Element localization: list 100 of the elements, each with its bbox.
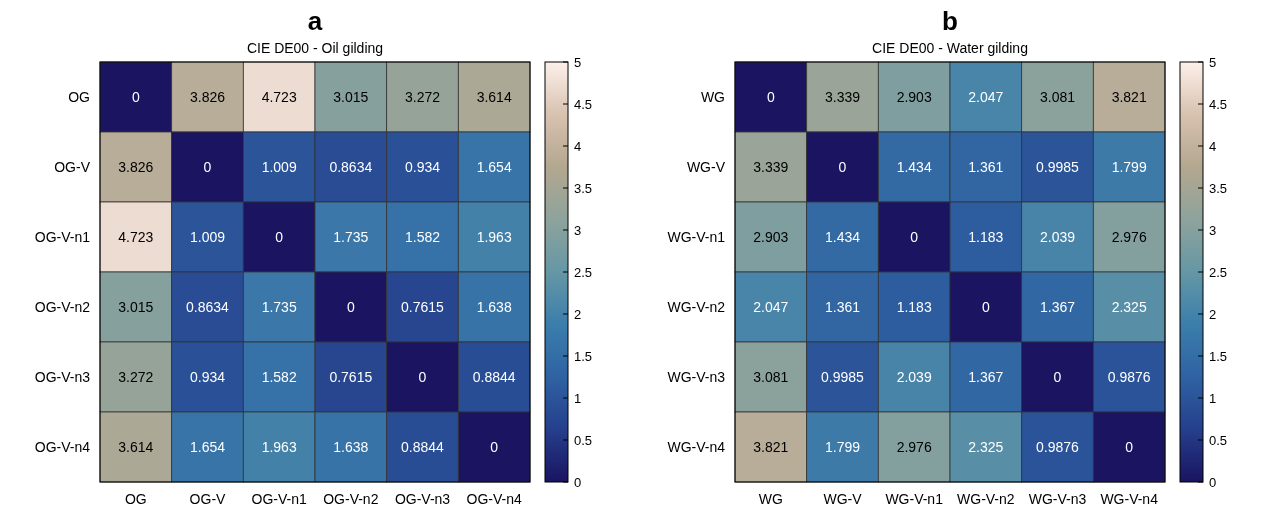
data-label: 0 [203,158,212,175]
data-label: 2.047 [753,298,789,315]
color-bar-label: 1 [1209,390,1217,406]
data-label: 0.8634 [329,158,373,175]
chart-title: b [942,6,958,36]
y-tick-label: WG-V [686,158,726,175]
data-label: 0.934 [404,158,441,175]
data-label: 0.8844 [472,368,516,385]
data-label: 1.367 [968,368,1004,385]
data-label: 1.582 [404,228,441,245]
x-tick-label: OG-V [189,491,227,507]
x-tick-label: OG-V-n1 [251,491,307,507]
x-tick-label: OG-V-n3 [394,491,451,507]
data-label: 0 [1125,438,1134,455]
color-bar-label: 4.5 [574,96,593,112]
data-label: 1.434 [896,158,932,175]
data-label: 2.039 [896,368,932,385]
data-label: 3.081 [753,368,789,385]
data-label: 1.434 [824,228,861,245]
data-label: 1.963 [261,438,297,455]
color-bar-label: 2 [1209,306,1217,322]
data-label: 0.934 [189,368,226,385]
data-label: 0 [838,158,847,175]
y-tick-label: OG-V-n4 [34,438,91,455]
color-bar-label: 0.5 [1209,432,1228,448]
data-label: 1.799 [824,438,861,455]
data-label: 1.009 [261,158,297,175]
color-bar-label: 2.5 [574,264,593,280]
y-tick-label: WG [700,88,725,105]
data-label: 0 [275,228,284,245]
data-label: 1.654 [189,438,226,455]
data-label: 2.976 [896,438,932,455]
color-bar-label: 3.5 [1209,180,1228,196]
data-label: 0.9985 [1036,158,1080,175]
data-label: 0 [418,368,427,385]
data-label: 2.325 [968,438,1004,455]
color-bar-label: 3 [1209,222,1217,238]
data-label: 3.821 [753,438,789,455]
color-bar-label: 1.5 [574,348,593,364]
data-label: 4.723 [118,228,154,245]
data-label: 0.9985 [821,368,865,385]
color-bar-label: 3.5 [574,180,593,196]
data-label: 1.799 [1111,158,1147,175]
data-label: 0.9876 [1036,438,1080,455]
x-tick-label: WG-V-n2 [957,491,1015,507]
y-tick-label: WG-V-n1 [667,228,726,245]
data-label: 0.9876 [1107,368,1151,385]
y-tick-label: OG-V-n2 [34,298,91,315]
data-label: 2.903 [896,88,932,105]
color-bar-label: 5 [1209,54,1217,70]
data-label: 0 [766,88,775,105]
y-tick-label: OG-V [54,158,91,175]
data-label: 3.081 [1039,88,1076,105]
data-label: 0 [346,298,355,315]
data-label: 1.963 [476,228,512,245]
data-label: 3.826 [189,88,226,105]
x-tick-label: OG [124,491,147,507]
data-label: 4.723 [261,88,297,105]
data-label: 3.339 [824,88,861,105]
data-label: 2.039 [1039,228,1076,245]
data-label: 0.8844 [401,438,445,455]
data-label: 1.638 [476,298,512,315]
data-label: 1.009 [189,228,226,245]
data-label: 2.325 [1111,298,1147,315]
data-label: 3.272 [118,368,154,385]
chart-subtitle: CIE DE00 - Water gilding [872,40,1028,56]
color-bar-label: 2.5 [1209,264,1228,280]
data-label: 1.361 [968,158,1004,175]
data-label: 3.339 [753,158,789,175]
color-bar-label: 0 [1209,474,1217,490]
data-label: 2.047 [968,88,1004,105]
data-label: 0 [490,438,499,455]
y-tick-label: WG-V-n4 [667,438,726,455]
x-tick-label: WG-V [823,491,863,507]
color-bar-label: 1.5 [1209,348,1228,364]
x-tick-label: WG [758,491,783,507]
color-bar-label: 3 [574,222,582,238]
data-label: 0 [1053,368,1062,385]
data-label: 0 [131,88,140,105]
data-label: 1.361 [824,298,861,315]
data-label: 1.654 [476,158,512,175]
color-bar-label: 4 [1209,138,1217,154]
data-label: 1.638 [333,438,369,455]
data-label: 0 [910,228,919,245]
data-label: 1.582 [261,368,297,385]
data-label: 3.614 [118,438,154,455]
color-bar-label: 0 [574,474,582,490]
data-label: 0.8634 [186,298,230,315]
data-label: 0.7615 [401,298,445,315]
y-tick-label: OG-V-n1 [34,228,91,245]
x-tick-label: WG-V-n1 [885,491,944,507]
x-tick-label: WG-V-n3 [1028,491,1087,507]
data-label: 3.614 [476,88,512,105]
color-bar-label: 4 [574,138,582,154]
data-label: 1.183 [968,228,1004,245]
data-label: 0 [981,298,990,315]
data-label: 3.826 [118,158,154,175]
color-bar-label: 2 [574,306,582,322]
x-tick-label: OG-V-n2 [323,491,379,507]
data-label: 2.976 [1111,228,1147,245]
